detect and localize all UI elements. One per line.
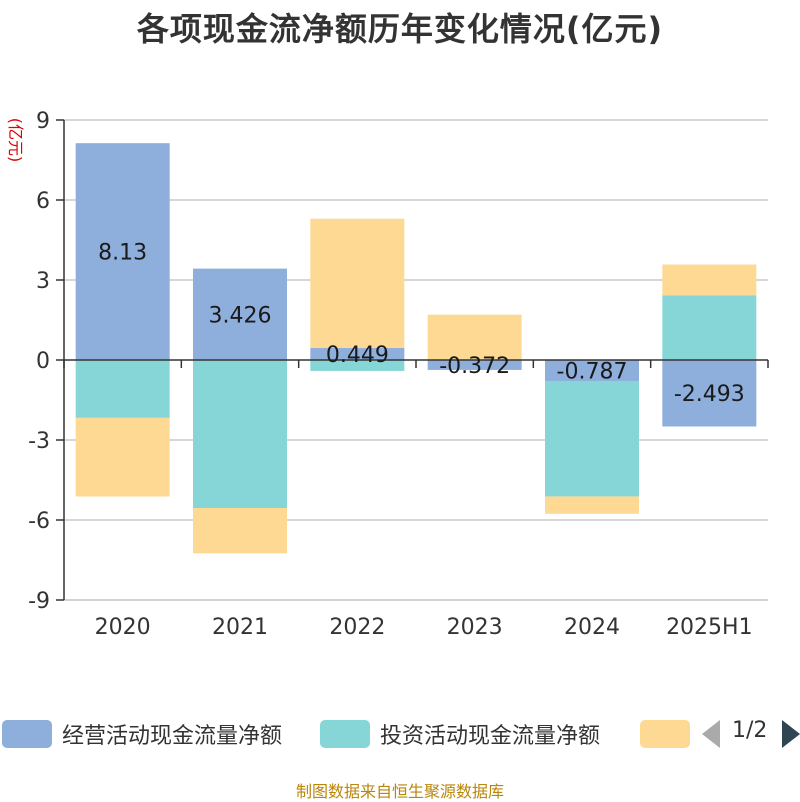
legend-label-investing: 投资活动现金流量净额 bbox=[380, 724, 601, 749]
bar-2024-series-1 bbox=[545, 380, 639, 497]
data-label-2024: -0.787 bbox=[557, 359, 628, 384]
bar-2022-series-1 bbox=[310, 360, 405, 371]
x-tick-label: 2022 bbox=[329, 615, 385, 640]
bar-2025H1-series-2 bbox=[662, 264, 757, 296]
bar-2021-series-1 bbox=[193, 360, 287, 508]
bar-2023-series-2 bbox=[427, 314, 522, 360]
triangle-left-icon[interactable] bbox=[702, 720, 720, 748]
bar-2022-series-2 bbox=[310, 218, 405, 349]
triangle-right-icon[interactable] bbox=[782, 720, 800, 748]
legend-swatch-financing bbox=[640, 720, 690, 748]
legend-page-indicator: 1/2 bbox=[732, 718, 768, 743]
x-tick-label: 2021 bbox=[212, 615, 268, 640]
legend-swatch-investing bbox=[320, 720, 370, 748]
data-labels: 8.13 3.426 0.449 -0.372 -0.787 -2.493 bbox=[98, 241, 745, 408]
legend-item-operating[interactable]: 经营活动现金流量净额 bbox=[2, 716, 282, 752]
y-tick-label: -3 bbox=[28, 429, 50, 454]
y-tick-label: 9 bbox=[36, 109, 50, 134]
bar-2021-series-2 bbox=[193, 508, 287, 554]
data-label-2025H1: -2.493 bbox=[674, 382, 745, 407]
bar-2020-series-1 bbox=[75, 360, 170, 418]
data-label-2022: 0.449 bbox=[326, 343, 389, 368]
legend: 经营活动现金流量净额 投资活动现金流量净额 1/2 bbox=[0, 716, 800, 756]
y-tick-label: -6 bbox=[28, 509, 50, 534]
bar-2025H1-series-1 bbox=[662, 295, 757, 360]
x-tick-label: 2024 bbox=[564, 615, 620, 640]
grid-lines bbox=[64, 119, 768, 601]
bar-2022-series-0 bbox=[310, 348, 405, 360]
bar-2020-series-0 bbox=[75, 143, 170, 360]
chart-title: 各项现金流净额历年变化情况(亿元) bbox=[136, 10, 664, 48]
bar-2023-series-0 bbox=[427, 360, 522, 370]
x-tick-label: 2020 bbox=[95, 615, 151, 640]
source-note: 制图数据来自恒生聚源数据库 bbox=[295, 782, 504, 801]
x-tick-label: 2023 bbox=[447, 615, 503, 640]
data-label-2023: -0.372 bbox=[439, 354, 510, 379]
axes: 9 6 3 0 -3 -6 -9 2020 2021 2022 2023 2024 2025H1 (亿元) bbox=[6, 109, 769, 640]
bar-2021-series-0 bbox=[193, 268, 287, 360]
data-label-2020: 8.13 bbox=[98, 241, 147, 266]
y-axis-unit-label: (亿元) bbox=[6, 118, 25, 163]
legend-swatch-operating bbox=[2, 720, 52, 748]
y-tick-label: 0 bbox=[36, 349, 50, 374]
y-tick-label: 6 bbox=[36, 189, 50, 214]
legend-label-operating: 经营活动现金流量净额 bbox=[62, 724, 283, 749]
legend-item-investing[interactable]: 投资活动现金流量净额 bbox=[320, 716, 600, 752]
bar-2025H1-series-0 bbox=[662, 360, 757, 427]
legend-pager: 1/2 bbox=[700, 716, 800, 752]
y-tick-label: -9 bbox=[28, 589, 50, 614]
y-tick-label: 3 bbox=[36, 269, 50, 294]
bar-2020-series-2 bbox=[75, 417, 170, 497]
data-label-2021: 3.426 bbox=[209, 303, 272, 328]
x-tick-label: 2025H1 bbox=[666, 615, 753, 640]
bar-2024-series-0 bbox=[545, 360, 639, 381]
bar-group bbox=[75, 143, 757, 554]
bar-2024-series-2 bbox=[545, 496, 639, 514]
legend-item-financing[interactable] bbox=[640, 716, 700, 752]
